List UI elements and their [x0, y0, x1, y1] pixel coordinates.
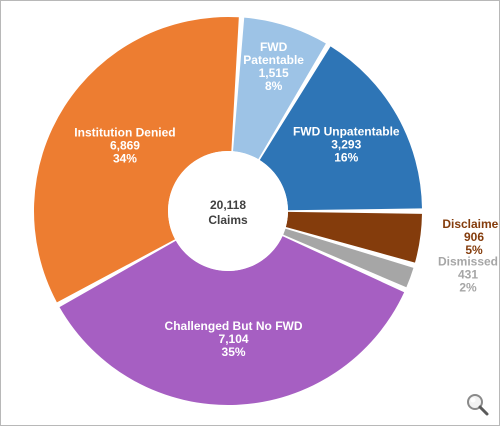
- slice-disclaimed[interactable]: [285, 211, 422, 263]
- label-disclaimed-percent: 5%: [465, 243, 483, 257]
- label-disclaimed-name: Disclaimed: [442, 217, 499, 231]
- label-fwd-patentable-percent: 8%: [265, 79, 283, 93]
- slice-challenged-but-no-fwd[interactable]: [59, 236, 405, 405]
- slices-group: [34, 16, 422, 405]
- center-total-unit: Claims: [208, 213, 248, 227]
- label-disclaimed-value: 906: [464, 230, 484, 244]
- label-fwd-patentable-value: 1,515: [259, 66, 289, 80]
- label-dismissed-value: 431: [458, 267, 478, 281]
- label-dismissed-percent: 2%: [459, 280, 477, 294]
- slice-dismissed[interactable]: [283, 228, 414, 288]
- center-total-value: 20,118: [210, 198, 246, 212]
- label-institution-denied-percent: 34%: [113, 151, 137, 165]
- label-fwd-patentable-name: Patentable: [243, 53, 304, 67]
- label-institution-denied-name: Institution Denied: [74, 125, 175, 139]
- label-dismissed-name: Dismissed: [438, 254, 498, 268]
- label-fwd-patentable-name: FWD: [260, 40, 288, 54]
- label-institution-denied-value: 6,869: [110, 138, 140, 152]
- slice-institution-denied[interactable]: [34, 16, 239, 303]
- label-challenged-but-no-fwd-value: 7,104: [219, 332, 249, 346]
- donut-hole: [168, 151, 288, 271]
- magnifier-icon[interactable]: [467, 394, 489, 416]
- label-fwd-unpatentable-name: FWD Unpatentable: [293, 124, 400, 138]
- label-challenged-but-no-fwd-name: Challenged But No FWD: [165, 319, 303, 333]
- slice-fwd-patentable[interactable]: [233, 17, 326, 160]
- slice-fwd-unpatentable[interactable]: [259, 46, 422, 211]
- label-challenged-but-no-fwd-percent: 35%: [222, 345, 246, 359]
- label-fwd-unpatentable-value: 3,293: [331, 137, 361, 151]
- label-fwd-unpatentable-percent: 16%: [334, 150, 358, 164]
